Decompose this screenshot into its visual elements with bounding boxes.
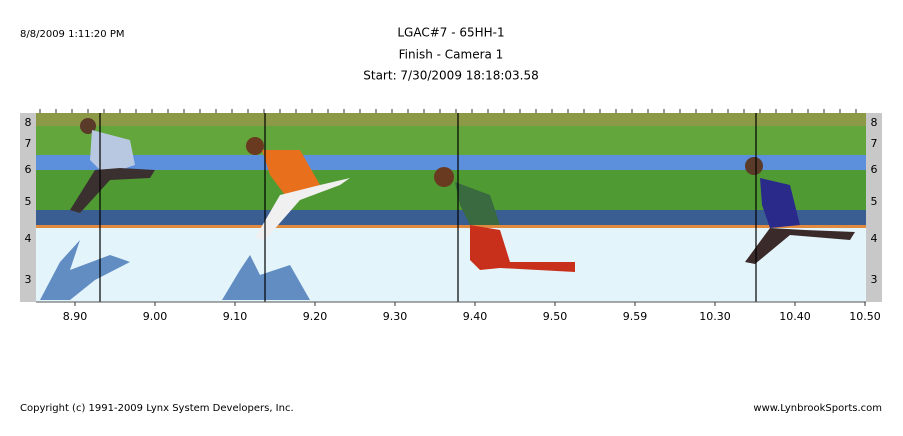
lane-label: 8 (25, 116, 32, 129)
finish-image (20, 113, 882, 303)
lane-label: 6 (871, 163, 878, 176)
lane-label: 5 (25, 195, 32, 208)
runner (70, 118, 155, 213)
time-label: 10.50 (849, 310, 881, 323)
band (36, 225, 866, 228)
time-label: 9.30 (383, 310, 408, 323)
lane-column (20, 113, 36, 302)
time-label: 9.50 (543, 310, 568, 323)
lane-label: 7 (25, 137, 32, 150)
band (36, 113, 866, 126)
time-label: 10.30 (699, 310, 731, 323)
time-label: 10.40 (779, 310, 811, 323)
lane-column (866, 113, 882, 302)
time-label: 8.90 (63, 310, 88, 323)
time-label: 9.20 (303, 310, 328, 323)
time-label: 9.40 (463, 310, 488, 323)
time-label: 9.59 (623, 310, 648, 323)
band (36, 126, 866, 155)
lane-label: 4 (871, 232, 878, 245)
copyright: Copyright (c) 1991-2009 Lynx System Deve… (20, 403, 294, 414)
lane-label: 4 (25, 232, 32, 245)
band (36, 228, 866, 302)
band (36, 210, 866, 225)
lane-label: 3 (871, 273, 878, 286)
runner (434, 167, 575, 272)
lane-label: 5 (871, 195, 878, 208)
runner (745, 157, 855, 264)
time-label: 9.00 (143, 310, 168, 323)
time-label: 9.10 (223, 310, 248, 323)
shadow (222, 255, 310, 300)
website: www.LynbrookSports.com (753, 403, 882, 414)
timestamp: 8/8/2009 1:11:20 PM (20, 29, 124, 40)
lane-label: 3 (25, 273, 32, 286)
shadow (40, 240, 130, 300)
lane-label: 8 (871, 116, 878, 129)
band (36, 155, 866, 170)
start-time: Start: 7/30/2009 18:18:03.58 (363, 69, 539, 83)
title: LGAC#7 - 65HH-1 (397, 26, 504, 40)
lane-label: 6 (25, 163, 32, 176)
lane-label: 7 (871, 137, 878, 150)
subtitle: Finish - Camera 1 (399, 48, 504, 62)
